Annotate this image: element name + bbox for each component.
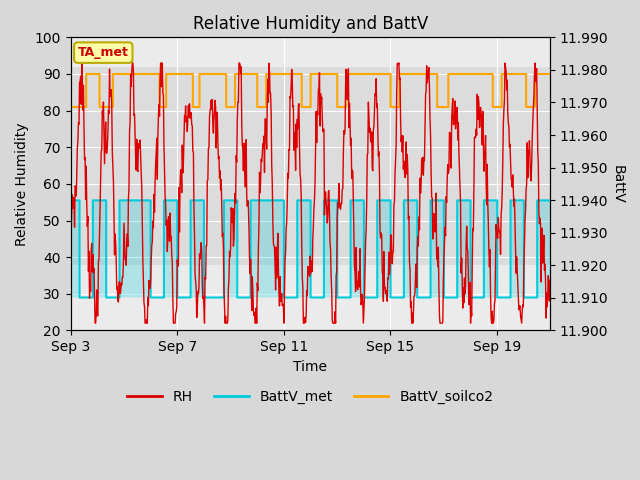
Title: Relative Humidity and BattV: Relative Humidity and BattV [193, 15, 428, 33]
Y-axis label: Relative Humidity: Relative Humidity [15, 122, 29, 246]
X-axis label: Time: Time [293, 360, 327, 374]
Legend: RH, BattV_met, BattV_soilco2: RH, BattV_met, BattV_soilco2 [122, 384, 499, 409]
Bar [70, 67, 550, 264]
Text: TA_met: TA_met [78, 46, 129, 59]
Y-axis label: BattV: BattV [611, 165, 625, 203]
